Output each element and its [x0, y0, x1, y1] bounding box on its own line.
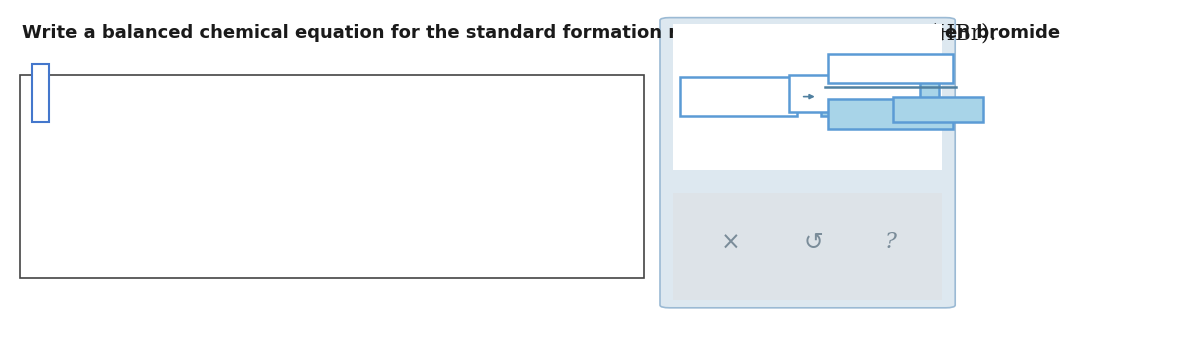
Text: Write a balanced chemical equation for the standard formation reaction of gaseou: Write a balanced chemical equation for t… — [22, 24, 1066, 42]
Text: ?: ? — [884, 232, 896, 253]
Bar — [20, 75, 644, 278]
Text: (HBr).: (HBr). — [929, 22, 996, 44]
Bar — [680, 77, 797, 116]
Bar — [821, 77, 938, 116]
Bar — [673, 24, 942, 170]
Bar — [790, 75, 920, 112]
Bar — [893, 97, 983, 122]
Bar — [673, 193, 942, 300]
Bar — [32, 64, 49, 122]
Text: ×: × — [720, 231, 740, 254]
Bar — [828, 99, 953, 128]
FancyBboxPatch shape — [660, 18, 955, 308]
Text: ↺: ↺ — [803, 231, 823, 254]
Bar — [828, 54, 953, 83]
